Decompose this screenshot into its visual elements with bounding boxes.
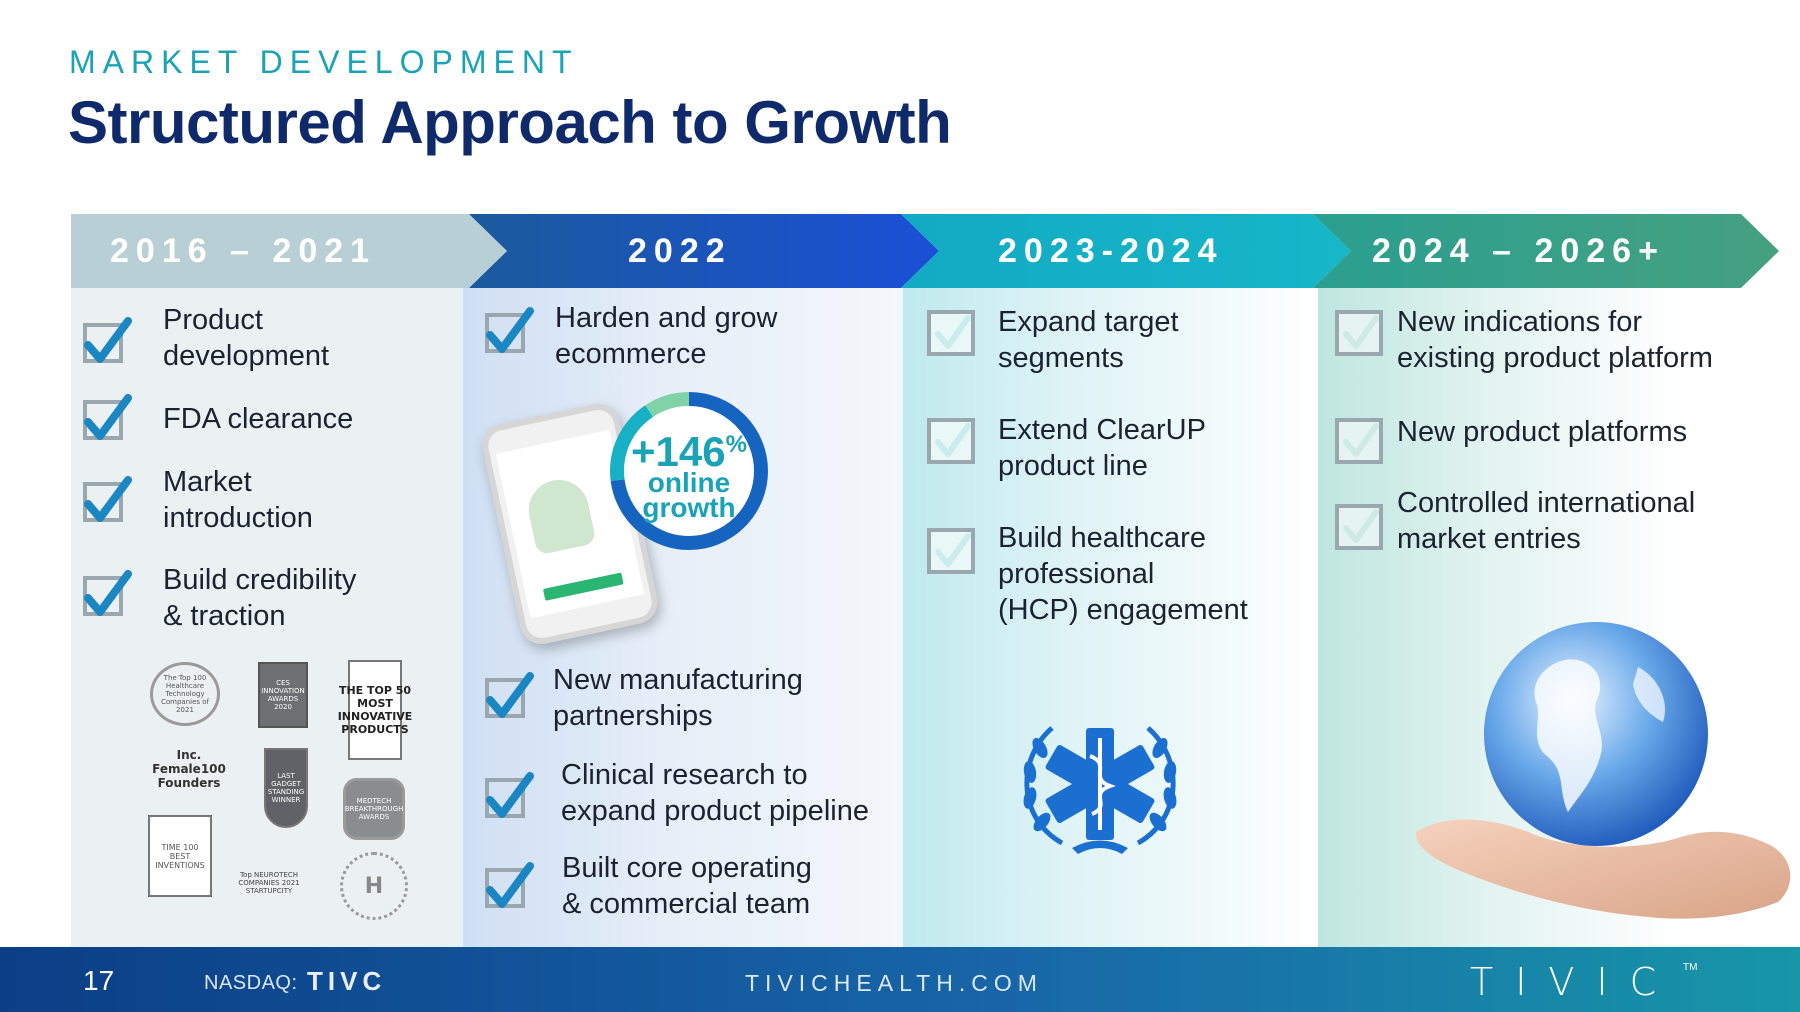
checkbox-checked-icon xyxy=(484,305,534,355)
arrow-phase-1 xyxy=(71,214,507,288)
top50-badge-icon: THE TOP 50 MOST INNOVATIVE PRODUCTS xyxy=(338,660,412,760)
company-logo: TIVIC xyxy=(1470,960,1679,1004)
item-text: Clinical research to expand product pipel… xyxy=(561,759,869,827)
checkbox-faded-icon xyxy=(926,524,976,574)
phase-label-1: 2016 – 2021 xyxy=(110,232,377,270)
checkbox-checked-icon xyxy=(82,315,132,365)
arrow-phase-4 xyxy=(1313,214,1779,288)
item-text: Harden and grow ecommerce xyxy=(555,302,778,370)
arrow-phase-3 xyxy=(901,214,1351,288)
growth-ring-icon xyxy=(604,386,774,556)
checkbox-checked-icon xyxy=(484,670,534,720)
checkbox-faded-icon xyxy=(1334,414,1384,464)
item-text: Expand target segments xyxy=(998,306,1179,374)
page-number: 17 xyxy=(83,965,115,996)
timeline-arrows xyxy=(71,214,1781,288)
checkbox-checked-icon xyxy=(484,770,534,820)
item-text: FDA clearance xyxy=(163,403,354,435)
checkbox-faded-icon xyxy=(1334,306,1384,356)
checkbox-checked-icon xyxy=(484,860,534,910)
item-text: Build credibility & traction xyxy=(163,564,357,632)
footer-bar xyxy=(0,947,1800,1012)
medical-star-of-life-icon xyxy=(1012,708,1188,858)
laurel-badge-icon: The Top 100 Healthcare Technology Compan… xyxy=(150,662,220,726)
globe-in-hand-image xyxy=(1408,622,1798,922)
time-badge-icon: TIME 100 BEST INVENTIONS xyxy=(148,815,212,897)
page-title: Structured Approach to Growth xyxy=(68,89,952,156)
medtech-badge-icon: MEDTECH BREAKTHROUGH AWARDS xyxy=(343,778,405,840)
section-kicker: MARKET DEVELOPMENT xyxy=(69,44,579,80)
item-text: New indications for existing product plat… xyxy=(1397,306,1713,374)
inc-badge-icon: Inc. Female100 Founders xyxy=(152,748,226,790)
arrow-phase-2 xyxy=(469,214,939,288)
item-text: Built core operating & commercial team xyxy=(562,852,812,920)
website-link[interactable]: TIVICHEALTH.COM xyxy=(745,970,1043,996)
checkbox-faded-icon xyxy=(926,306,976,356)
trademark-mark: TM xyxy=(1683,962,1698,973)
checkbox-faded-icon xyxy=(926,414,976,464)
phase-label-4: 2024 – 2026+ xyxy=(1372,232,1665,270)
checkbox-checked-icon xyxy=(82,392,132,442)
nasdaq-label: NASDAQ: xyxy=(204,972,298,994)
item-text: New manufacturing partnerships xyxy=(553,664,803,732)
ticker-symbol: TIVC xyxy=(307,966,387,996)
checkbox-faded-icon xyxy=(1334,500,1384,550)
growth-value: +146% xyxy=(631,428,747,475)
item-text: New product platforms xyxy=(1397,416,1688,448)
gadget-badge-icon: LAST GADGET STANDING WINNER xyxy=(264,748,308,828)
growth-label: online growth xyxy=(642,467,736,523)
h-seal-icon: H xyxy=(340,852,408,920)
checkbox-checked-icon xyxy=(82,474,132,524)
ces-badge-icon: CES INNOVATION AWARDS 2020 xyxy=(258,662,308,728)
item-text: Build healthcare professional (HCP) engage… xyxy=(998,522,1248,626)
phase-label-3: 2023-2024 xyxy=(998,232,1224,270)
item-text: Market introduction xyxy=(163,466,313,534)
item-text: Extend ClearUP product line xyxy=(998,414,1206,482)
checkbox-checked-icon xyxy=(82,568,132,618)
item-text: Controlled international market entries xyxy=(1397,487,1696,555)
item-text: Product development xyxy=(163,304,330,372)
phase-label-2: 2022 xyxy=(628,232,732,270)
star-trophy-icon: Top NEUROTECH COMPANIES 2021 STARTUPCITY xyxy=(238,871,300,895)
